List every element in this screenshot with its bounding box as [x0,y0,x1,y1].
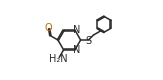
Text: N: N [73,45,80,55]
Text: N: N [73,25,80,35]
Text: H₂N: H₂N [50,54,68,64]
Text: O: O [44,23,52,33]
Text: S: S [86,36,92,46]
